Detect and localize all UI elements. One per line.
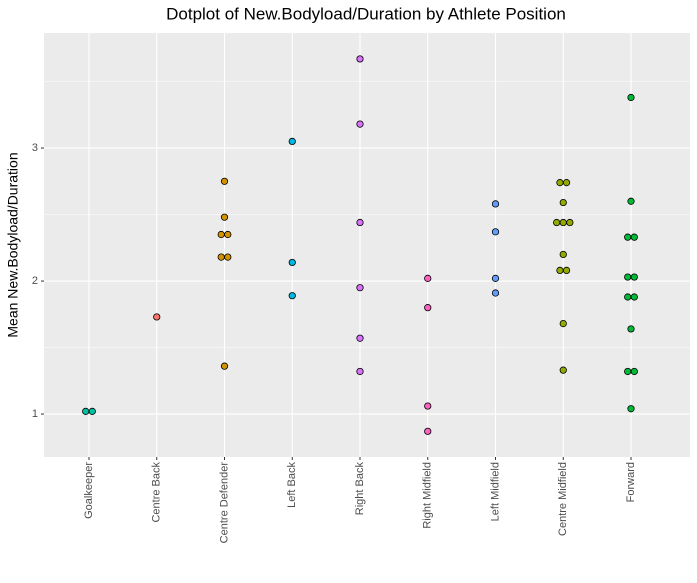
dot	[491, 274, 500, 282]
dot	[559, 218, 567, 227]
dot	[356, 218, 364, 227]
dot	[553, 218, 561, 227]
dot	[224, 230, 232, 239]
dot	[559, 250, 567, 259]
dot	[627, 325, 635, 333]
dot	[424, 304, 432, 312]
x-tick-label: Centre Back	[151, 462, 163, 523]
y-tick-label: 1	[32, 408, 38, 420]
y-tick-label: 3	[32, 142, 38, 154]
dot	[630, 293, 638, 301]
panel	[44, 33, 690, 457]
dot	[288, 258, 296, 267]
dot	[630, 233, 638, 241]
dot	[356, 55, 364, 63]
dot	[288, 292, 296, 300]
dot	[624, 293, 632, 301]
x-tick-label: Goalkeeper	[83, 462, 95, 519]
dot	[559, 320, 567, 328]
dot	[624, 233, 632, 241]
dot	[491, 200, 500, 208]
dot	[624, 367, 632, 376]
dot	[627, 197, 635, 205]
x-tick-label: Centre Midfield	[557, 462, 569, 536]
dot	[356, 284, 364, 292]
dot	[630, 367, 638, 376]
dot	[556, 266, 564, 275]
y-tick-label: 2	[32, 275, 38, 287]
dot	[217, 230, 225, 239]
x-tick-label: Centre Defender	[218, 462, 230, 544]
dot	[220, 213, 229, 221]
dot	[288, 137, 296, 145]
chart-title: Dotplot of New.Bodyload/Duration by Athl…	[166, 4, 566, 23]
dot	[491, 289, 500, 297]
dot	[356, 334, 364, 342]
dot	[424, 402, 432, 410]
dot	[559, 366, 567, 374]
dot	[217, 253, 225, 261]
x-tick-label: Right Back	[354, 462, 366, 516]
dot	[562, 179, 571, 187]
dot	[424, 427, 432, 435]
x-tick-label: Left Back	[286, 462, 298, 508]
dot	[624, 273, 632, 281]
dot	[220, 177, 229, 185]
y-axis-label: Mean New.Bodyload/Duration	[5, 152, 21, 337]
dot	[491, 228, 500, 236]
dot	[153, 313, 161, 321]
dot	[224, 253, 232, 261]
dot	[556, 179, 564, 187]
dot	[566, 218, 574, 227]
dot	[627, 93, 635, 102]
dot	[356, 120, 364, 128]
x-tick-label: Left Midfield	[489, 462, 501, 521]
dot	[424, 274, 432, 282]
x-tick-label: Forward	[625, 462, 637, 502]
dot	[82, 407, 90, 415]
dot	[356, 367, 364, 376]
x-tick-label: Right Midfield	[422, 462, 434, 529]
dot	[627, 405, 635, 413]
dot	[220, 362, 229, 370]
dot	[630, 273, 638, 281]
dot	[562, 266, 571, 275]
dot	[88, 407, 96, 415]
dot	[559, 198, 567, 207]
